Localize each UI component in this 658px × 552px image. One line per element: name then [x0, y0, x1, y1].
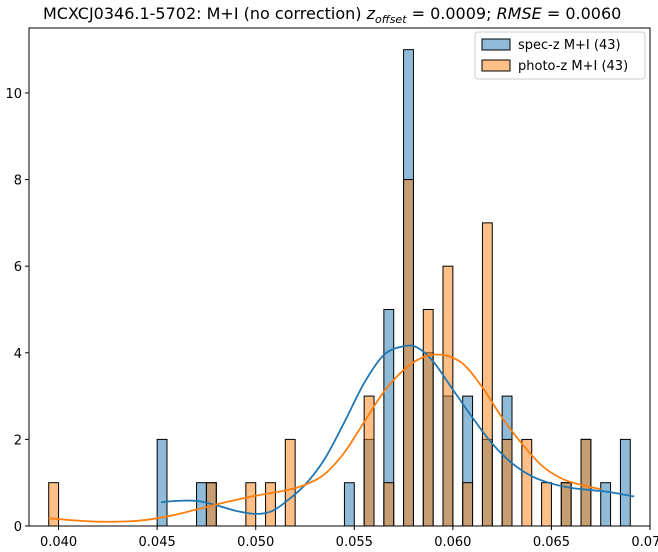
- y-tick-label: 2: [14, 433, 22, 448]
- bar-spec-z-14: [600, 482, 612, 527]
- x-tick-label: 0.050: [237, 535, 274, 550]
- legend-label-photo-z: photo-z M+I (43): [518, 59, 628, 74]
- kde-layer: [48, 344, 635, 523]
- y-tick-label: 8: [14, 174, 22, 189]
- title-z-value: = 0.0009;: [407, 4, 497, 23]
- legend-swatch-photo-z: [481, 59, 511, 72]
- title-rmse-symbol: RMSE: [497, 4, 543, 23]
- title-z-symbol: z: [366, 4, 376, 23]
- y-tick-label: 6: [14, 260, 22, 275]
- x-tick-label: 0.040: [40, 535, 77, 550]
- bar-photo-z-16: [580, 438, 592, 527]
- bar-photo-z-3: [265, 482, 276, 527]
- bar-photo-z-10: [462, 482, 474, 527]
- svg-text:MCXCJ0346.1-5702: M+I (no corr: MCXCJ0346.1-5702: M+I (no correction) zo…: [43, 4, 621, 26]
- title-prefix: MCXCJ0346.1-5702: M+I (no correction): [43, 4, 367, 23]
- legend-label-spec-z: spec-z M+I (43): [518, 38, 621, 53]
- bar-spec-z-15: [619, 438, 631, 527]
- bar-photo-z-7: [403, 179, 414, 527]
- x-tick-label: 0.065: [533, 535, 570, 550]
- bar-photo-z-4: [284, 438, 296, 527]
- title-z-subscript: offset: [375, 13, 407, 26]
- bars-layer: [48, 49, 631, 527]
- x-tick-label: 0.055: [336, 535, 373, 550]
- legend-box: [474, 31, 646, 80]
- title-rmse-value: = 0.0060: [542, 4, 622, 23]
- legend-swatch-spec-z: [481, 38, 511, 51]
- axes-frame: [28, 27, 651, 527]
- x-tick-label: 0.070: [631, 535, 658, 550]
- x-tick-label: 0.045: [139, 535, 176, 550]
- title: MCXCJ0346.1-5702: M+I (no correction) zo…: [43, 4, 621, 26]
- kde-curve-spec-z: [161, 344, 635, 515]
- bar-spec-z-1: [196, 482, 207, 527]
- bar-photo-z-12: [501, 438, 513, 527]
- y-tick-label: 0: [14, 520, 22, 535]
- bar-photo-z-14: [541, 482, 552, 527]
- x-axis-ticks: 0.040 0.045 0.050 0.055 0.060 0.065 0.070: [40, 526, 658, 550]
- legend: spec-z M+I (43) photo-z M+I (43): [474, 31, 646, 80]
- bar-photo-z-8: [422, 308, 434, 527]
- kde-curve-photo-z: [48, 353, 601, 523]
- bar-spec-z-3: [343, 482, 355, 527]
- bar-photo-z-2: [245, 482, 257, 527]
- y-tick-label: 4: [14, 347, 22, 362]
- y-tick-label: 10: [5, 87, 22, 102]
- bar-photo-z-9: [442, 265, 454, 527]
- bar-photo-z-15: [560, 482, 572, 527]
- bar-photo-z-11: [481, 222, 493, 527]
- bar-spec-z-0: [156, 438, 168, 527]
- bar-photo-z-6: [383, 482, 395, 527]
- x-tick-label: 0.060: [434, 535, 471, 550]
- y-axis-ticks: 0 2 4 6 8 10: [5, 87, 29, 535]
